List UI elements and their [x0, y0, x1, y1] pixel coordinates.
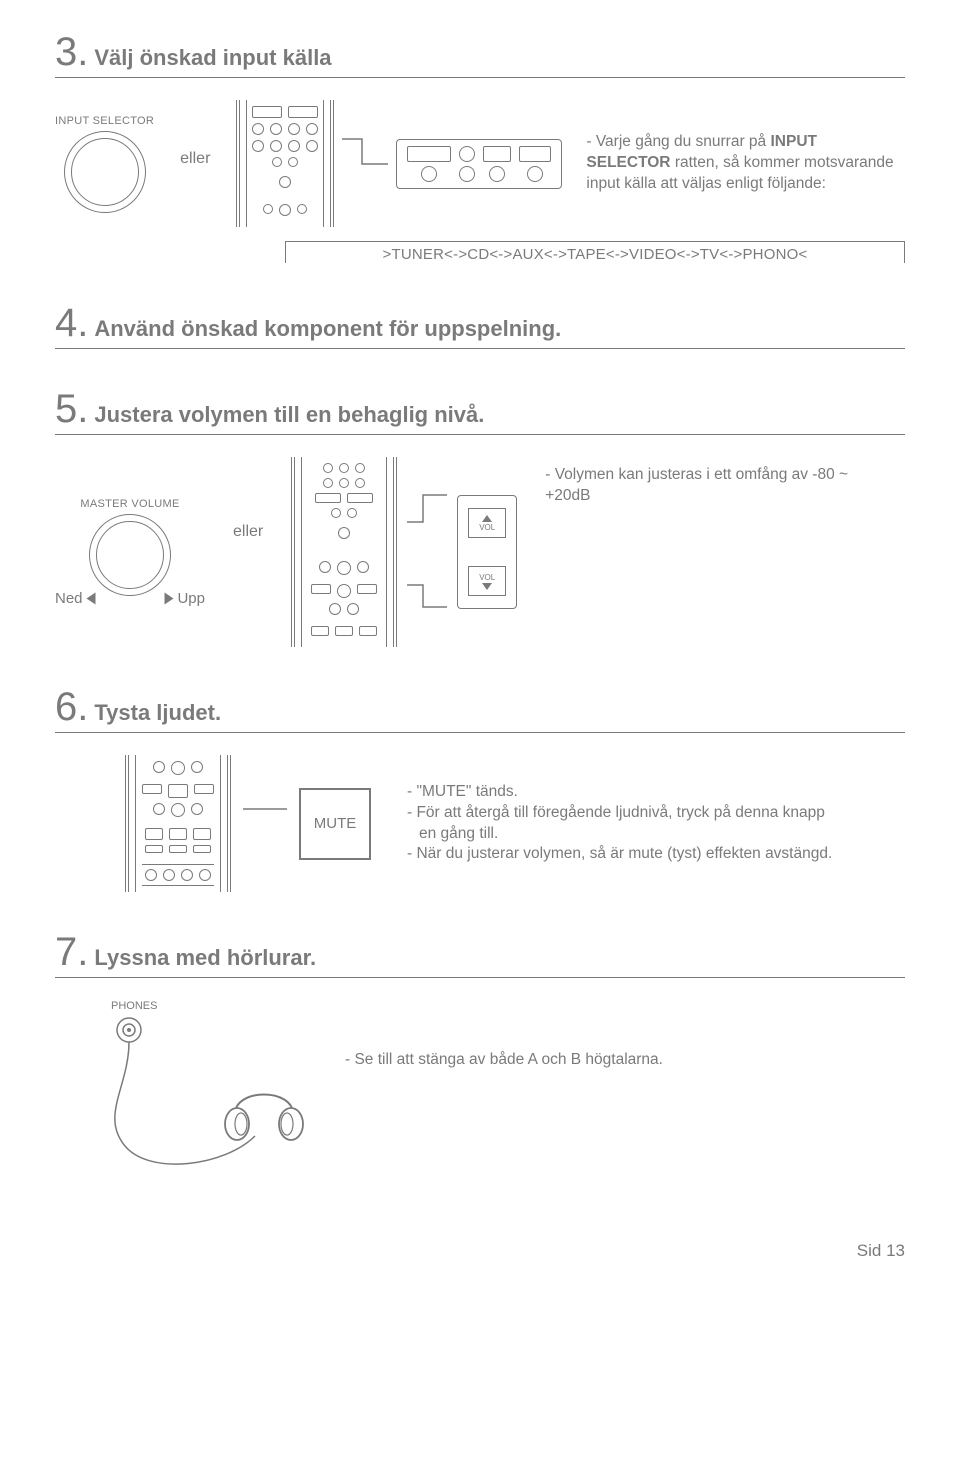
- phones-label: PHONES: [111, 1000, 315, 1012]
- step6-line3: - När du justerar volymen, så är mute (t…: [407, 844, 832, 865]
- ned-label: Ned: [55, 590, 83, 607]
- step7-heading: 7. Lyssna med hörlurar.: [55, 930, 905, 978]
- step6-line1: - "MUTE" tänds.: [407, 782, 832, 803]
- vol-label-up: VOL: [479, 523, 495, 532]
- step3-title: Välj önskad input källa: [94, 45, 331, 71]
- step5-num: 5.: [55, 387, 88, 432]
- volume-buttons-callout: VOL VOL: [457, 495, 517, 609]
- step5-title: Justera volymen till en behaglig nivå.: [94, 402, 484, 428]
- step7-title: Lyssna med hörlurar.: [94, 945, 316, 971]
- step3-desc: - Varje gång du snurrar på INPUT SELECTO…: [586, 132, 896, 195]
- volume-knob-icon: [89, 514, 171, 596]
- input-buttons-callout: [396, 139, 562, 189]
- step6-heading: 6. Tysta ljudet.: [55, 685, 905, 733]
- eller-text-1: eller: [180, 150, 210, 168]
- eller-text-2: eller: [233, 523, 263, 541]
- leader-line-3: [342, 114, 388, 214]
- step3-desc-a: - Varje gång du snurrar på: [586, 133, 770, 150]
- step6-desc: - "MUTE" tänds. - För att återgå till fö…: [407, 782, 832, 866]
- vol-down-icon: VOL: [468, 566, 506, 596]
- step4-num: 4.: [55, 301, 88, 346]
- step-6: 6. Tysta ljudet. MUTE - "MUTE" tänds. - …: [55, 685, 905, 892]
- input-selector-knob: INPUT SELECTOR: [55, 115, 154, 213]
- step6-num: 6.: [55, 685, 88, 730]
- source-chain: >TUNER<->CD<->AUX<->TAPE<->VIDEO<->TV<->…: [285, 241, 905, 263]
- master-volume-label: MASTER VOLUME: [80, 498, 179, 510]
- ned-upp-labels: Ned Upp: [55, 590, 205, 607]
- remote-panel-a: [236, 100, 334, 227]
- mute-button-callout: MUTE: [299, 788, 371, 860]
- step7-num: 7.: [55, 930, 88, 975]
- source-chain-wrap: >TUNER<->CD<->AUX<->TAPE<->VIDEO<->TV<->…: [285, 241, 905, 263]
- step-4: 4. Använd önskad komponent för uppspelni…: [55, 301, 905, 349]
- step4-title: Använd önskad komponent för uppspelning.: [94, 316, 561, 342]
- step6-title: Tysta ljudet.: [94, 700, 221, 726]
- arrow-left-icon: [86, 592, 95, 604]
- vol-up-icon: VOL: [468, 508, 506, 538]
- leader-line-5: [407, 467, 447, 637]
- remote-panel-b: [291, 457, 397, 647]
- step7-desc: - Se till att stänga av både A och B hög…: [345, 1050, 663, 1071]
- headphones-icon: [105, 1016, 315, 1176]
- step6-line2b: en gång till.: [407, 824, 832, 845]
- step5-desc: - Volymen kan justeras i ett omfång av -…: [545, 465, 875, 507]
- leader-line-6: [243, 774, 287, 874]
- arrow-right-icon: [165, 592, 174, 604]
- step6-line2: - För att återgå till föregående ljudniv…: [407, 803, 832, 824]
- page-number: Sid 13: [55, 1241, 905, 1261]
- step3-heading: 3. Välj önskad input källa: [55, 30, 905, 78]
- master-volume-knob: MASTER VOLUME: [80, 498, 179, 596]
- step-3: 3. Välj önskad input källa INPUT SELECTO…: [55, 30, 905, 263]
- step3-num: 3.: [55, 30, 88, 75]
- step5-heading: 5. Justera volymen till en behaglig nivå…: [55, 387, 905, 435]
- upp-label: Upp: [177, 590, 205, 607]
- vol-label-down: VOL: [479, 573, 495, 582]
- phones-diagram: PHONES: [105, 1000, 315, 1181]
- step-7: 7. Lyssna med hörlurar. PHONES - Se till…: [55, 930, 905, 1181]
- knob-icon: [64, 131, 146, 213]
- remote-panel-c: [125, 755, 231, 892]
- step-5: 5. Justera volymen till en behaglig nivå…: [55, 387, 905, 647]
- input-selector-label: INPUT SELECTOR: [55, 115, 154, 127]
- step4-heading: 4. Använd önskad komponent för uppspelni…: [55, 301, 905, 349]
